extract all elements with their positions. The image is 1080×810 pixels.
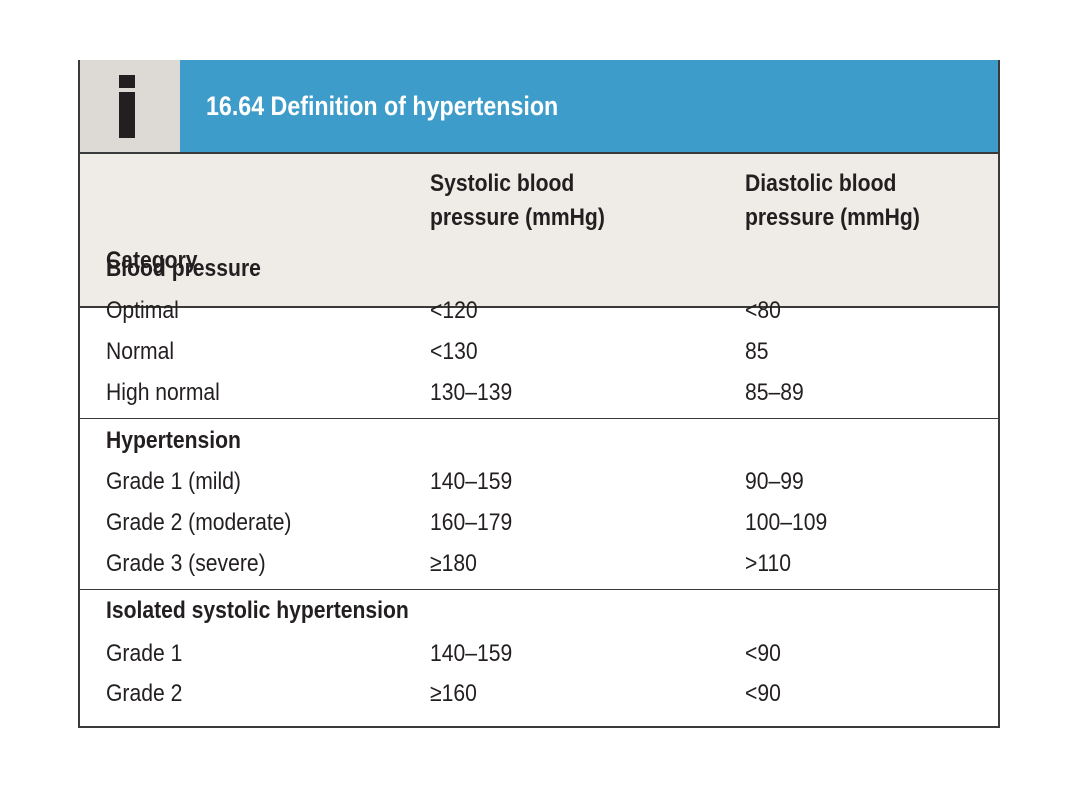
table-cell-diastolic: 85: [745, 338, 769, 365]
section-heading-hypertension: Hypertension: [106, 427, 241, 454]
column-header-diastolic-line2: pressure (mmHg): [745, 204, 920, 231]
section-heading-isolated-systolic: Isolated systolic hypertension: [106, 597, 409, 624]
table-cell-category: Grade 1 (mild): [106, 468, 241, 495]
table-cell-systolic: <120: [430, 297, 478, 324]
table-cell-category: Grade 3 (severe): [106, 550, 266, 577]
column-header-row: Category Systolic blood pressure (mmHg) …: [80, 154, 998, 308]
column-header-category: Category: [106, 247, 198, 274]
table-cell-diastolic: 100–109: [745, 509, 828, 536]
table-cell-systolic: ≥180: [430, 550, 477, 577]
section-divider: [80, 418, 998, 419]
column-header-systolic-line1: Systolic blood: [430, 170, 575, 197]
table-cell-category: Optimal: [106, 297, 179, 324]
table-cell-systolic: ≥160: [430, 680, 477, 707]
box-header: 16.64 Definition of hypertension: [80, 60, 998, 154]
box-title-bar: 16.64 Definition of hypertension: [180, 60, 998, 152]
table-cell-diastolic: 85–89: [745, 379, 804, 406]
i-stem: [119, 92, 135, 138]
table-cell-systolic: 130–139: [430, 379, 513, 406]
table-cell-systolic: <130: [430, 338, 478, 365]
section-heading-blood-pressure: Blood pressure: [106, 255, 261, 282]
table-cell-systolic: 160–179: [430, 509, 513, 536]
box-title: 16.64 Definition of hypertension: [206, 90, 559, 121]
table-cell-diastolic: <90: [745, 640, 781, 667]
table-cell-category: Grade 2: [106, 680, 183, 707]
column-header-systolic-line2: pressure (mmHg): [430, 204, 605, 231]
table-cell-diastolic: >110: [745, 550, 792, 577]
table-cell-category: High normal: [106, 379, 220, 406]
table-cell-systolic: 140–159: [430, 468, 513, 495]
info-i-icon: [80, 60, 180, 152]
table-cell-diastolic: 90–99: [745, 468, 804, 495]
section-divider: [80, 589, 998, 590]
table-cell-category: Grade 1: [106, 640, 183, 667]
table-cell-diastolic: <90: [745, 680, 781, 707]
table-cell-diastolic: <80: [745, 297, 781, 324]
table-cell-category: Grade 2 (moderate): [106, 509, 292, 536]
column-header-diastolic-line1: Diastolic blood: [745, 170, 897, 197]
info-box: 16.64 Definition of hypertension Categor…: [78, 60, 1000, 728]
table-cell-category: Normal: [106, 338, 175, 365]
table-cell-systolic: 140–159: [430, 640, 513, 667]
i-dot: [119, 75, 135, 88]
